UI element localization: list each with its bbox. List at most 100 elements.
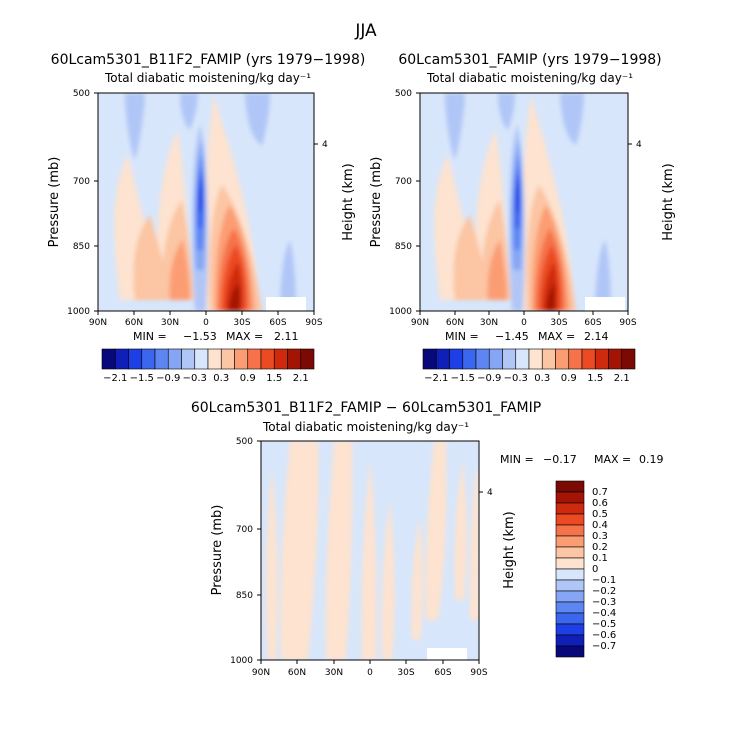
colorbar-label: 0.2	[592, 542, 608, 553]
contour-region	[125, 93, 145, 160]
colorbar-label: 2.1	[614, 373, 630, 384]
colorbar-swatch	[555, 601, 585, 614]
colorbar-swatch	[475, 348, 490, 370]
colorbar-swatch	[300, 348, 315, 370]
colorbar-swatch	[594, 348, 609, 370]
min-label: MIN =	[133, 330, 167, 343]
colorbar-label: −0.6	[592, 630, 616, 641]
colorbar-swatch	[581, 348, 596, 370]
colorbar-label: 0.4	[592, 520, 608, 531]
colorbar-label: −0.2	[592, 586, 616, 597]
contour-region	[425, 441, 447, 620]
x-tick-label: 60S	[269, 318, 286, 328]
colorbar-label: 0.3	[213, 373, 229, 384]
y-tick-label: 500	[395, 89, 412, 99]
colorbar-label: 0.3	[592, 531, 608, 542]
contour-region	[169, 240, 190, 300]
contour-region	[280, 240, 296, 311]
contour-region	[411, 520, 423, 640]
colorbar-label: −2.1	[424, 373, 448, 384]
colorbar-label: −1.5	[451, 373, 475, 384]
colorbar-swatch	[167, 348, 182, 370]
colorbar-label: 1.5	[587, 373, 603, 384]
colorbar-label: −0.3	[504, 373, 528, 384]
colorbar-swatch	[247, 348, 262, 370]
contour-region	[515, 178, 520, 212]
colorbar-label: 0	[592, 564, 598, 575]
x-tick-label: 30S	[233, 318, 250, 328]
contour-region	[325, 441, 353, 660]
y-tick-label: 500	[73, 89, 90, 99]
colorbar: −2.1 −1.5 −0.9 −0.3 0.3 0.9 1.5 2.1	[422, 348, 636, 384]
contour-region	[498, 93, 515, 130]
contour-region	[469, 470, 479, 620]
colorbar-swatch	[528, 348, 543, 370]
colorbar-swatch	[555, 480, 585, 493]
contour-region	[560, 93, 584, 145]
contour-field	[265, 441, 479, 660]
colorbar-label: −0.3	[183, 373, 207, 384]
right-tick-label: 4	[487, 488, 493, 498]
min-value: −1.53	[183, 330, 217, 343]
colorbar-swatch	[555, 546, 585, 559]
colorbar-swatch	[449, 348, 464, 370]
max-value: 2.11	[274, 330, 299, 343]
y-ticks: 500 700 850 1000 4	[67, 89, 328, 317]
colorbar-label: −0.4	[592, 608, 616, 619]
colorbar-swatch	[128, 348, 143, 370]
panel-top-right: 60Lcam5301_FAMIP (yrs 1979−1998) Total d…	[369, 52, 676, 384]
x-tick-label: 30S	[397, 668, 414, 678]
x-ticks: 90N 60N 30N 0 30S 60S 90S	[411, 311, 637, 328]
x-ticks: 90N 60N 30N 0 30S 60S 90S	[252, 660, 488, 678]
colorbar-swatch	[515, 348, 530, 370]
x-tick-label: 30S	[550, 318, 567, 328]
colorbar-label: −0.7	[592, 641, 616, 652]
colorbar-label: −0.9	[156, 373, 180, 384]
colorbar-swatch	[273, 348, 288, 370]
contour-region	[229, 283, 240, 311]
y-ticks: 500 700 850 1000 4	[389, 89, 642, 317]
contour-region	[265, 470, 278, 660]
x-tick-label: 60N	[125, 318, 143, 328]
x-tick-label: 90N	[89, 318, 107, 328]
contour-region	[487, 240, 507, 300]
x-tick-label: 60N	[288, 668, 306, 678]
max-label: MAX =	[226, 330, 263, 343]
colorbar-swatch	[287, 348, 302, 370]
colorbar-swatch	[101, 348, 116, 370]
colorbar-swatch	[502, 348, 517, 370]
colorbar-label: 0.5	[592, 509, 608, 520]
colorbar-label: 0.9	[561, 373, 577, 384]
right-axis-label: Height (km)	[341, 163, 356, 240]
colorbar-swatch	[141, 348, 156, 370]
colorbar-swatch	[488, 348, 503, 370]
colorbar-swatch	[555, 535, 585, 548]
colorbar-swatch	[194, 348, 209, 370]
colorbar-swatch	[462, 348, 477, 370]
contour-region	[180, 93, 198, 130]
y-tick-label: 850	[73, 242, 90, 252]
contour-region	[280, 441, 319, 660]
missing-data-mask	[427, 648, 467, 660]
colorbar-swatch	[154, 348, 169, 370]
right-axis-label: Height (km)	[661, 163, 676, 240]
colorbar-swatch	[555, 612, 585, 625]
colorbar-label: 1.5	[266, 373, 282, 384]
colorbar-swatch	[435, 348, 450, 370]
contour-field	[434, 93, 625, 311]
y-tick-label: 850	[395, 242, 412, 252]
contour-region	[381, 500, 395, 660]
colorbar-swatch	[555, 513, 585, 526]
y-tick-label: 500	[236, 437, 253, 447]
min-label: MIN =	[445, 330, 479, 343]
max-value: 2.14	[584, 330, 609, 343]
colorbar-swatch	[555, 579, 585, 592]
colorbar-label: −0.9	[477, 373, 501, 384]
colorbar-swatch	[555, 348, 570, 370]
colorbar-swatch	[555, 502, 585, 515]
right-tick-label: 4	[636, 140, 642, 150]
panel-subtitle: Total diabatic moistening/kg day⁻¹	[104, 71, 311, 85]
colorbar-swatch	[422, 348, 437, 370]
panel-subtitle: Total diabatic moistening/kg day⁻¹	[426, 71, 633, 85]
